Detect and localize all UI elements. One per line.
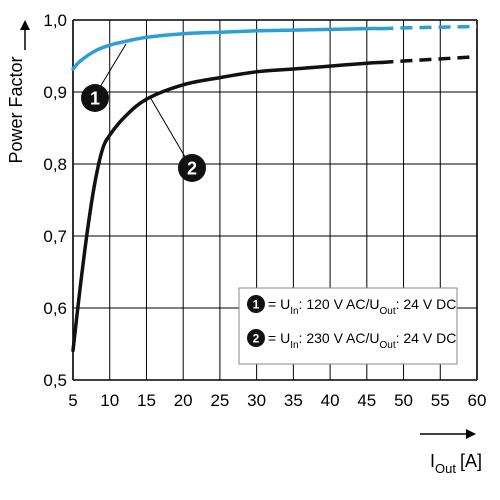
callout-marker-1-label: 1: [90, 89, 100, 109]
series-1-dashed-line: [381, 24, 478, 31]
x-axis-label-unit: [A]: [460, 451, 482, 471]
x-tick-label: 15: [137, 391, 156, 410]
legend-text-1: = UIn: 120 V AC/UOut: 24 V DC: [268, 296, 456, 317]
y-tick-label: 0,6: [43, 299, 67, 318]
x-axis-arrow-head: [466, 429, 476, 439]
y-axis-arrow-head: [20, 20, 30, 30]
legend-marker-1: [247, 295, 265, 313]
callouts: 1 2: [81, 43, 206, 182]
callout-1-leader: [96, 43, 127, 93]
legend-entry-1: 1 = UIn: 120 V AC/UOut: 24 V DC: [247, 295, 456, 317]
series-1: [71, 24, 478, 71]
x-tick-label: 60: [468, 391, 487, 410]
y-tick-label: 0,8: [43, 155, 67, 174]
legend: 1 = UIn: 120 V AC/UOut: 24 V DC 2 = UIn:…: [238, 287, 458, 365]
y-tick-label: 0,5: [43, 371, 67, 390]
callout-marker-1: [81, 84, 109, 112]
x-tick-label: 40: [321, 391, 340, 410]
series-layer: [71, 24, 478, 353]
series-2-line: [71, 60, 384, 353]
y-tick-label: 0,9: [43, 83, 67, 102]
x-tick-label: 25: [210, 391, 229, 410]
legend-entry-2: 2 = UIn: 230 V AC/UOut: 24 V DC: [247, 329, 456, 351]
tick-labels: 5 10 15 20 25 30 35 40 45 50 55 60 0,5 0,6 0,7 0,8 0,9 1,…: [43, 11, 486, 410]
series-2: [71, 54, 478, 353]
x-tick-label: 10: [100, 391, 119, 410]
series-1-line: [71, 26, 384, 71]
x-axis-label: IOut [A]: [430, 451, 482, 476]
x-tick-label: 55: [431, 391, 450, 410]
y-axis-label: Power Factor: [6, 56, 26, 163]
x-tick-label: 35: [284, 391, 303, 410]
x-axis-label-main: I: [430, 451, 435, 471]
legend-marker-1-label: 1: [253, 298, 260, 312]
y-tick-label: 1,0: [43, 11, 67, 30]
callout-2-leader: [149, 96, 189, 163]
legend-marker-2-label: 2: [253, 332, 260, 346]
x-tick-label: 20: [174, 391, 193, 410]
x-tick-label: 5: [68, 391, 77, 410]
callout-marker-2: [178, 154, 206, 182]
y-axis-title: Power Factor: [6, 20, 30, 164]
x-tick-label: 45: [357, 391, 376, 410]
legend-marker-2: [247, 329, 265, 347]
x-tick-label: 30: [247, 391, 266, 410]
callout-marker-2-label: 2: [187, 159, 197, 179]
x-axis-title: IOut [A]: [420, 429, 482, 476]
x-axis-label-sub: Out: [435, 461, 456, 476]
y-tick-label: 0,7: [43, 227, 67, 246]
x-tick-label: 50: [394, 391, 413, 410]
series-2-dashed-line: [381, 54, 478, 65]
legend-text-2: = UIn: 230 V AC/UOut: 24 V DC: [268, 330, 456, 351]
legend-box: [238, 287, 458, 365]
